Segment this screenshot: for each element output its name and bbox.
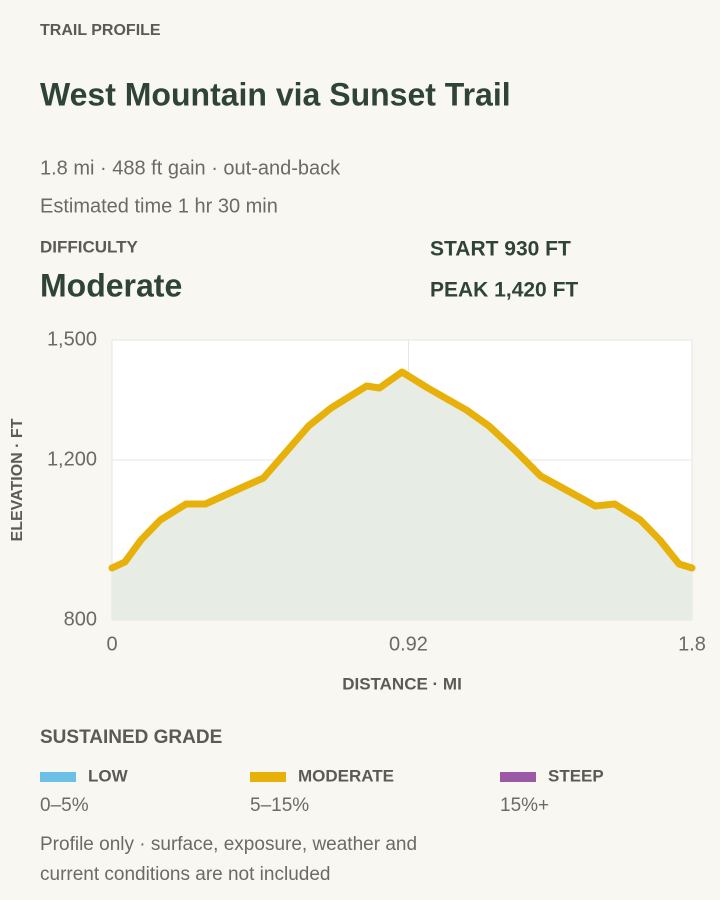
difficulty: Moderate — [40, 267, 182, 303]
footnote: Profile only · surface, exposure, weathe… — [40, 834, 417, 855]
y-tick-label: 1,200 — [47, 448, 97, 470]
y-tick-label: 800 — [64, 608, 97, 630]
eyebrow: TRAIL PROFILE — [40, 22, 161, 39]
legend-title: SUSTAINED GRADE — [40, 727, 222, 748]
legend-range: 15%+ — [500, 795, 549, 816]
legend-swatch — [500, 772, 536, 782]
elevation-line — [108, 368, 696, 572]
legend-range: 5–15% — [250, 795, 309, 816]
legend-name: MODERATE — [298, 766, 394, 785]
start-elevation: START 930 FT — [430, 238, 571, 261]
time: Estimated time 1 hr 30 min — [40, 195, 278, 217]
difficulty-label: DIFFICULTY — [40, 237, 139, 256]
x-tick-label: 0.92 — [389, 633, 428, 655]
chart — [108, 339, 696, 621]
elevation-area — [112, 372, 692, 620]
legend-name: LOW — [88, 766, 129, 785]
stats: 1.8 mi · 488 ft gain · out-and-back — [40, 157, 341, 179]
footnote: current conditions are not included — [40, 864, 330, 885]
title: West Mountain via Sunset Trail — [40, 76, 511, 112]
x-tick-label: 1.8 — [678, 633, 706, 655]
legend-swatch — [250, 772, 286, 782]
x-axis-label: DISTANCE · MI — [342, 674, 462, 693]
peak-elevation: PEAK 1,420 FT — [430, 279, 578, 302]
y-axis-label: ELEVATION · FT — [9, 418, 26, 541]
legend-swatch — [40, 772, 76, 782]
legend-range: 0–5% — [40, 795, 89, 816]
y-tick-label: 1,500 — [47, 328, 97, 350]
legend: LOW 0–5% MODERATE 5–15% STEEP 15%+ — [40, 766, 604, 816]
x-tick-label: 0 — [106, 633, 117, 655]
legend-name: STEEP — [548, 766, 604, 785]
